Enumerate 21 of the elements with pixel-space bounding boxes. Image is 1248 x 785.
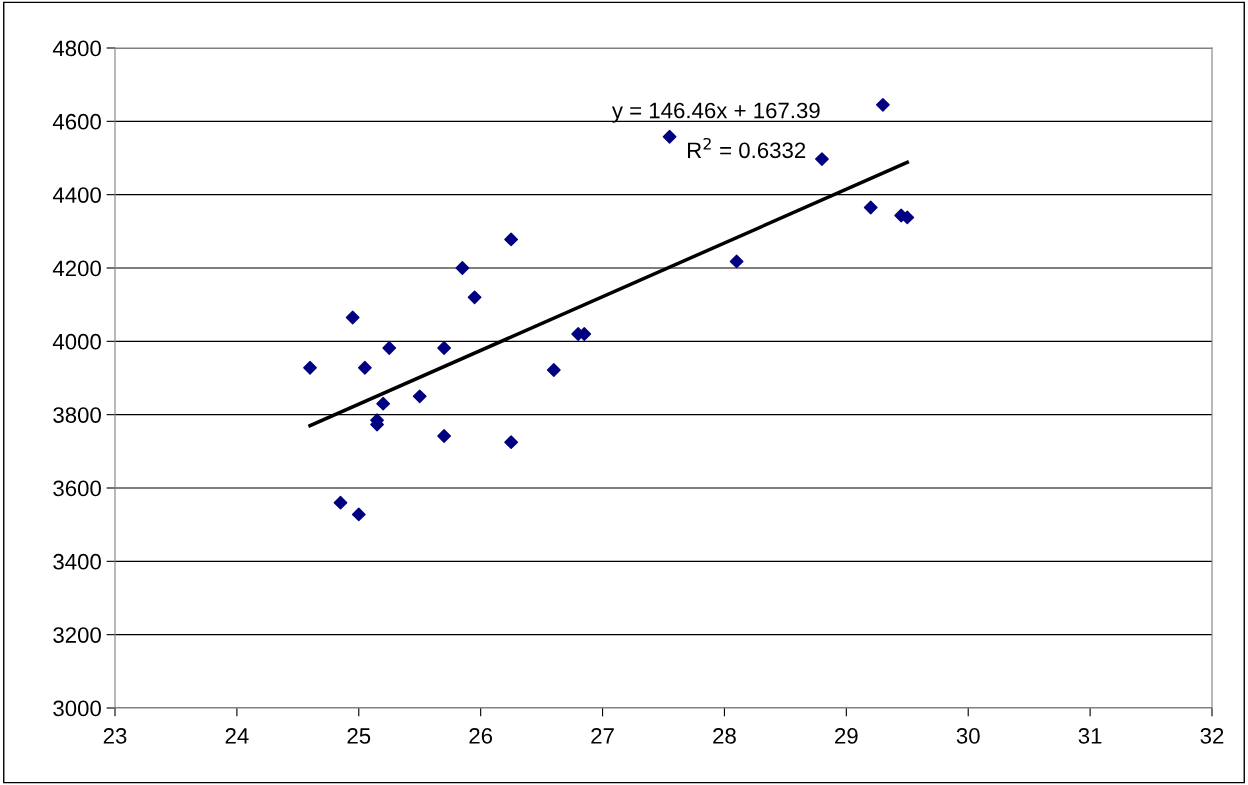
x-tick-label: 27 xyxy=(591,728,614,744)
x-tick-label: 23 xyxy=(103,728,127,744)
annotation: R$^{2}$ = 0.6332 xyxy=(687,137,806,159)
y-tick-label: 3800 xyxy=(53,407,101,423)
y-tick-label: 4200 xyxy=(52,260,101,277)
x-tick-label: 32 xyxy=(1200,728,1224,744)
y-tick-label: 4000 xyxy=(52,333,101,350)
y-tick-label: 4800 xyxy=(52,40,101,57)
y-tick-label: 3400 xyxy=(53,553,101,570)
x-tick-label: 25 xyxy=(347,728,371,744)
y-tick-label: 4400 xyxy=(52,187,101,203)
x-tick-label: 26 xyxy=(469,728,493,744)
x-tick-label: 28 xyxy=(713,728,736,744)
x-tick-label: 30 xyxy=(956,728,980,744)
y-tick-label: 3200 xyxy=(53,627,101,643)
y-tick-label: 4600 xyxy=(52,113,101,130)
x-tick-label: 29 xyxy=(835,728,858,744)
x-tick-label: 24 xyxy=(225,728,249,744)
x-tick-label: 31 xyxy=(1078,728,1102,744)
y-tick-label: 3000 xyxy=(53,700,101,717)
y-tick-label: 3600 xyxy=(53,480,101,497)
